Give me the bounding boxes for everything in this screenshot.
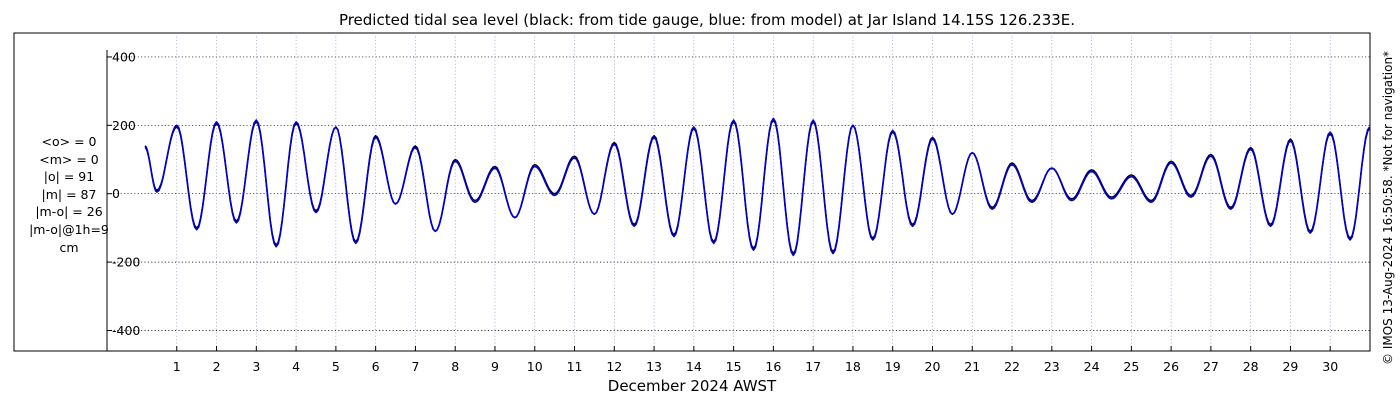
x-tick-label: 29	[1282, 359, 1298, 374]
x-tick-label: 8	[451, 359, 459, 374]
x-tick-label: 6	[372, 359, 380, 374]
x-tick-label: 25	[1123, 359, 1139, 374]
x-tick-label: 9	[491, 359, 499, 374]
x-tick-label: 7	[411, 359, 419, 374]
stat-abs-model: |m| = 87	[41, 186, 97, 202]
y-tick-label: -200	[112, 255, 140, 270]
x-tick-label: 18	[845, 359, 861, 374]
x-tick-label: 2	[213, 359, 221, 374]
x-tick-label: 11	[567, 359, 583, 374]
y-tick-label: -400	[112, 323, 140, 338]
stat-abs-diff: |m-o| = 26	[35, 204, 103, 220]
x-tick-label: 17	[805, 359, 821, 374]
x-tick-label: 14	[686, 359, 702, 374]
x-tick-label: 5	[332, 359, 340, 374]
x-tick-label: 30	[1322, 359, 1338, 374]
chart-title: Predicted tidal sea level (black: from t…	[339, 11, 1075, 29]
x-tick-label: 22	[1004, 359, 1020, 374]
y-axis-ticks: -400 -200 0 200 400	[107, 49, 140, 338]
y-tick-label: 0	[112, 186, 120, 201]
x-tick-label: 28	[1243, 359, 1259, 374]
x-tick-label: 12	[606, 359, 622, 374]
series-line-model	[144, 117, 1371, 257]
stat-abs-diff-1h: |m-o|@1h=9	[29, 221, 109, 237]
series-lines	[144, 117, 1371, 257]
x-tick-label: 13	[646, 359, 662, 374]
x-axis-label: December 2024 AWST	[608, 377, 777, 395]
x-tick-label: 26	[1163, 359, 1179, 374]
x-tick-label: 10	[527, 359, 543, 374]
x-tick-label: 20	[925, 359, 941, 374]
credit-text: © IMOS 13-Aug-2024 16:50:58. *Not for na…	[1381, 51, 1395, 365]
stat-abs-observed: |o| = 91	[43, 169, 95, 185]
grid-lines	[107, 33, 1370, 351]
y-tick-label: 400	[112, 49, 136, 64]
x-axis-ticks: 1 2 3 4 5 6 7 8 9 10 11 12 13 14 15 16 17 18 19 20 21 22 23 24 2…	[173, 346, 1338, 374]
x-tick-label: 16	[765, 359, 781, 374]
x-tick-label: 24	[1084, 359, 1100, 374]
y-tick-label: 200	[112, 118, 136, 133]
x-tick-label: 21	[964, 359, 980, 374]
x-tick-label: 4	[292, 359, 300, 374]
x-tick-label: 3	[252, 359, 260, 374]
x-tick-label: 19	[885, 359, 901, 374]
x-tick-label: 23	[1044, 359, 1060, 374]
x-tick-label: 27	[1203, 359, 1219, 374]
x-tick-label: 1	[173, 359, 181, 374]
stat-mean-observed: <o> = 0	[41, 134, 97, 149]
stat-mean-model: <m> = 0	[39, 151, 99, 167]
outer-frame	[13, 32, 1371, 352]
stat-unit: cm	[59, 239, 79, 255]
x-tick-label: 15	[726, 359, 742, 374]
side-stats: <o> = 0 <m> = 0 |o| = 91 |m| = 87 |m-o| …	[0, 133, 138, 256]
